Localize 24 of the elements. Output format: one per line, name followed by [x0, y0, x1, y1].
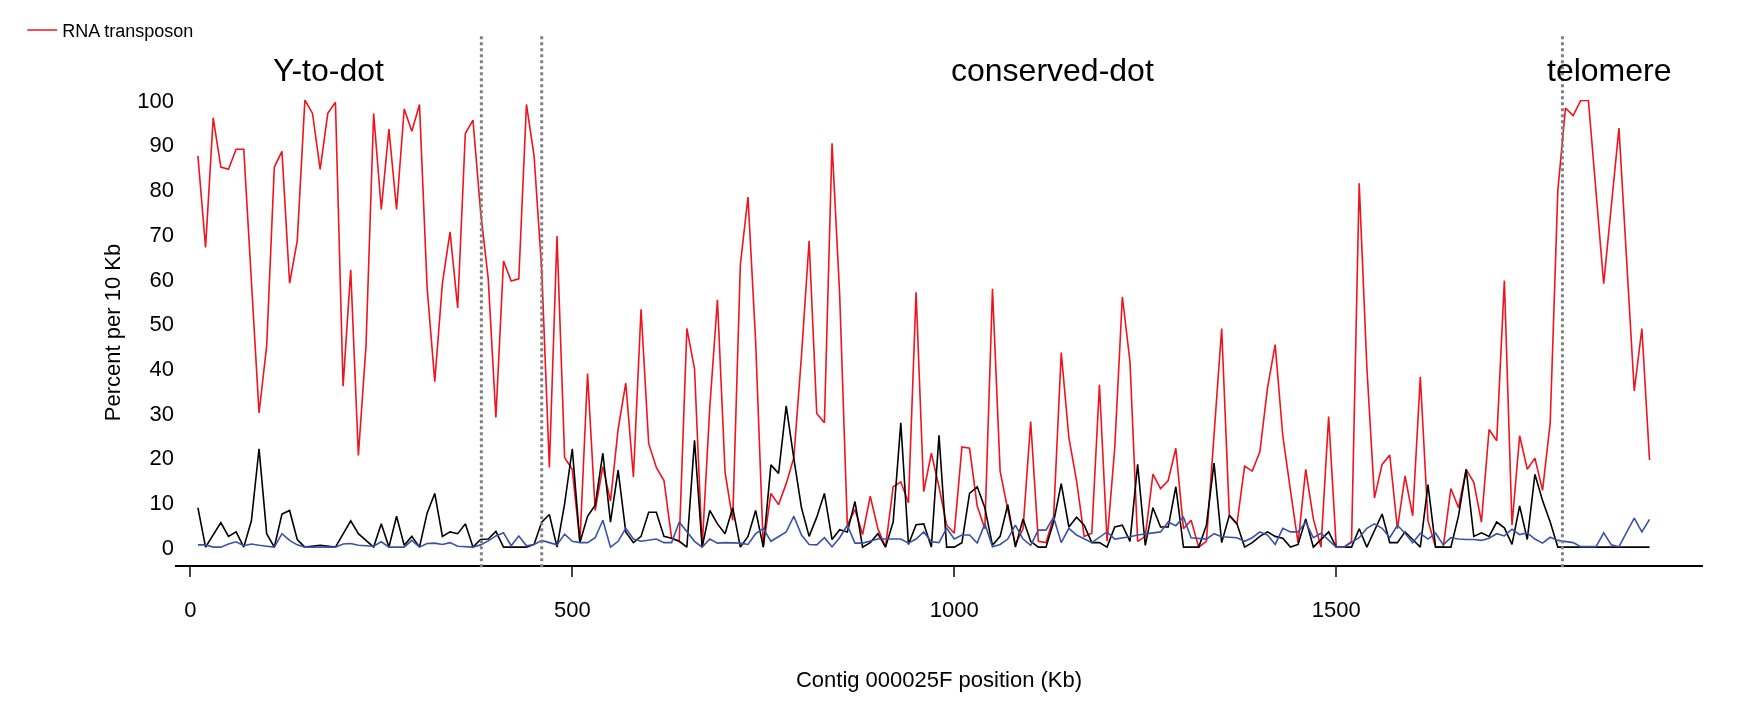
- y-tick-label: 60: [149, 266, 174, 292]
- y-tick-label: 10: [149, 490, 174, 516]
- x-axis-title: Contig 000025F position (Kb): [795, 666, 1083, 692]
- y-tick-label: 40: [149, 355, 174, 381]
- text: conserved-dot: [951, 52, 1154, 88]
- line-series: [197, 515, 1651, 548]
- y-tick-label: 90: [149, 132, 174, 158]
- text: Y-to-dot: [273, 52, 384, 88]
- y-tick-label: 30: [149, 400, 174, 426]
- line-series: [197, 100, 1651, 548]
- x-tick-label: 0: [184, 597, 197, 623]
- line-series: [197, 405, 1651, 548]
- y-tick-label: 50: [149, 311, 174, 337]
- x-tick-label: 500: [553, 597, 591, 623]
- text: telomere: [1547, 52, 1672, 88]
- y-tick-label: 70: [149, 221, 174, 247]
- y-tick-label: 80: [149, 177, 174, 203]
- legend-label: RNA transposon: [62, 20, 194, 41]
- x-tick-label: 1000: [929, 597, 979, 623]
- y-tick-label: 100: [137, 87, 174, 113]
- y-tick-label: 20: [149, 445, 174, 471]
- y-tick-label: 0: [161, 534, 174, 560]
- x-tick-label: 1500: [1311, 597, 1361, 623]
- y-axis-title: Percent per 10 Kb: [100, 243, 126, 422]
